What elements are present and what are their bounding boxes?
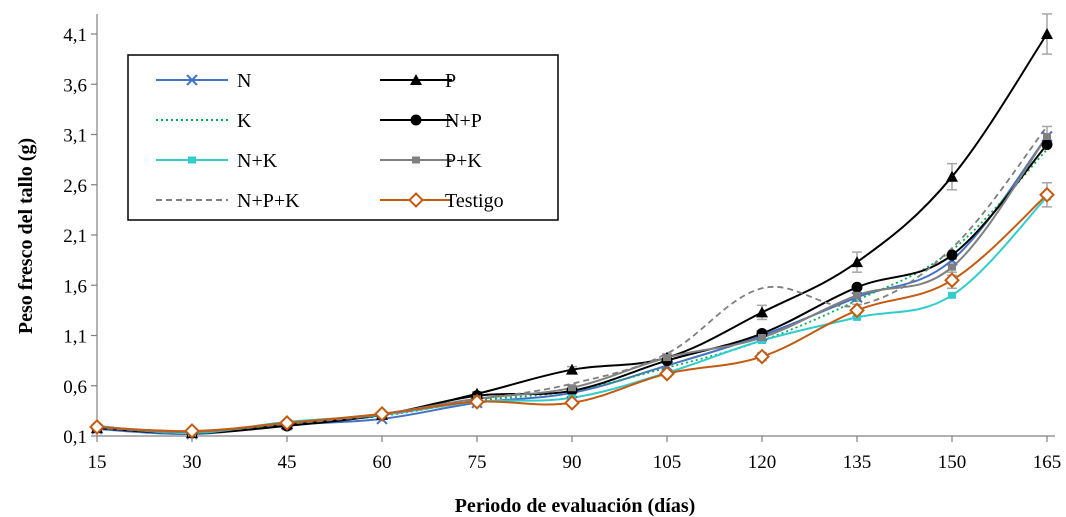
series-line-n-plus-p bbox=[96, 143, 1048, 435]
data-point-testigo bbox=[1039, 186, 1055, 203]
legend-item-n: N bbox=[156, 70, 251, 92]
data-point-p bbox=[946, 170, 958, 182]
data-point-n-plus-p bbox=[946, 249, 958, 261]
legend-label: K bbox=[237, 110, 252, 132]
series-line-testigo bbox=[96, 194, 1048, 433]
legend-label: P+K bbox=[445, 150, 482, 172]
y-tick-label: 1,6 bbox=[63, 276, 87, 297]
legend-item-p-plus-k: P+K bbox=[380, 150, 482, 172]
legend-label: N+P bbox=[445, 110, 482, 132]
legend-label: N+K bbox=[237, 150, 278, 172]
x-tick-label: 105 bbox=[653, 452, 682, 473]
y-tick-label: 2,1 bbox=[63, 226, 87, 247]
x-tick-label: 45 bbox=[278, 452, 297, 473]
legend-marker bbox=[408, 192, 424, 208]
data-point-testigo bbox=[944, 272, 960, 289]
legend-item-k: K bbox=[156, 110, 252, 132]
x-tick-label: 135 bbox=[843, 452, 872, 473]
legend-marker bbox=[410, 74, 422, 85]
series-markers bbox=[89, 28, 1055, 440]
data-point-n-plus-k bbox=[948, 291, 956, 299]
x-tick-label: 150 bbox=[938, 452, 967, 473]
legend-item-n-plus-p-plus-k: N+P+K bbox=[156, 190, 300, 212]
data-point-testigo bbox=[564, 394, 580, 411]
y-tick-label: 4,1 bbox=[63, 25, 87, 46]
legend-item-n-plus-p: N+P bbox=[380, 110, 482, 132]
y-tick-label: 0,1 bbox=[63, 427, 87, 448]
x-tick-label: 30 bbox=[183, 452, 202, 473]
legend-marker bbox=[188, 156, 196, 164]
y-tick-label: 0,6 bbox=[63, 377, 87, 398]
legend-marker bbox=[412, 156, 420, 164]
data-point-p-plus-k bbox=[1043, 133, 1051, 141]
legend-label: P bbox=[445, 70, 456, 92]
y-tick-label: 3,1 bbox=[63, 126, 87, 147]
data-point-p-plus-k bbox=[948, 263, 956, 271]
x-axis-ticks: 15 30 45 60 75 90 105 120 135 150 165 bbox=[88, 436, 1062, 473]
data-point-p-plus-k bbox=[568, 384, 576, 392]
y-tick-label: 2,6 bbox=[63, 176, 87, 197]
data-point-n-plus-p bbox=[851, 281, 863, 293]
legend-item-p: P bbox=[380, 70, 456, 92]
x-tick-label: 120 bbox=[748, 452, 777, 473]
data-point-testigo bbox=[849, 302, 865, 319]
x-tick-label: 90 bbox=[563, 452, 582, 473]
x-tick-label: 75 bbox=[468, 452, 487, 473]
data-point-testigo bbox=[754, 348, 770, 365]
data-point-p-plus-k bbox=[663, 354, 671, 362]
x-tick-label: 15 bbox=[88, 452, 107, 473]
legend-label: Testigo bbox=[445, 190, 504, 212]
legend-label: N+P+K bbox=[237, 190, 300, 212]
x-tick-label: 165 bbox=[1033, 452, 1062, 473]
legend-box bbox=[127, 54, 559, 221]
legend: N P K N+P N+K P+K N+P+K Testigo bbox=[127, 54, 559, 221]
y-tick-label: 1,1 bbox=[63, 327, 87, 348]
y-axis-title: Peso fresco del tallo (g) bbox=[15, 138, 37, 334]
data-point-p-plus-k bbox=[758, 334, 766, 342]
legend-label: N bbox=[237, 70, 251, 92]
x-axis-title: Periodo de evaluación (días) bbox=[455, 495, 696, 517]
legend-item-testigo: Testigo bbox=[380, 190, 504, 212]
data-point-p-plus-k bbox=[853, 291, 861, 299]
legend-marker bbox=[410, 114, 422, 126]
data-point-testigo bbox=[469, 393, 485, 410]
data-point-p bbox=[756, 306, 768, 318]
legend-item-n-plus-k: N+K bbox=[156, 150, 278, 172]
data-point-testigo bbox=[279, 415, 295, 431]
data-point-n-plus-p bbox=[1041, 139, 1053, 151]
data-point-p bbox=[566, 363, 578, 375]
data-point-testigo bbox=[374, 405, 390, 422]
legend-marker bbox=[186, 74, 198, 86]
data-point-testigo bbox=[184, 423, 200, 439]
series-lines bbox=[96, 33, 1048, 436]
data-point-p bbox=[1041, 28, 1053, 39]
data-point-testigo bbox=[659, 365, 675, 382]
y-axis-ticks: 0,1 0,6 1,1 1,6 2,1 2,6 3,1 3,6 4,1 bbox=[63, 25, 97, 448]
y-tick-label: 3,6 bbox=[63, 75, 87, 96]
x-tick-label: 60 bbox=[373, 452, 392, 473]
data-point-testigo bbox=[89, 419, 105, 435]
data-point-p bbox=[851, 256, 863, 268]
